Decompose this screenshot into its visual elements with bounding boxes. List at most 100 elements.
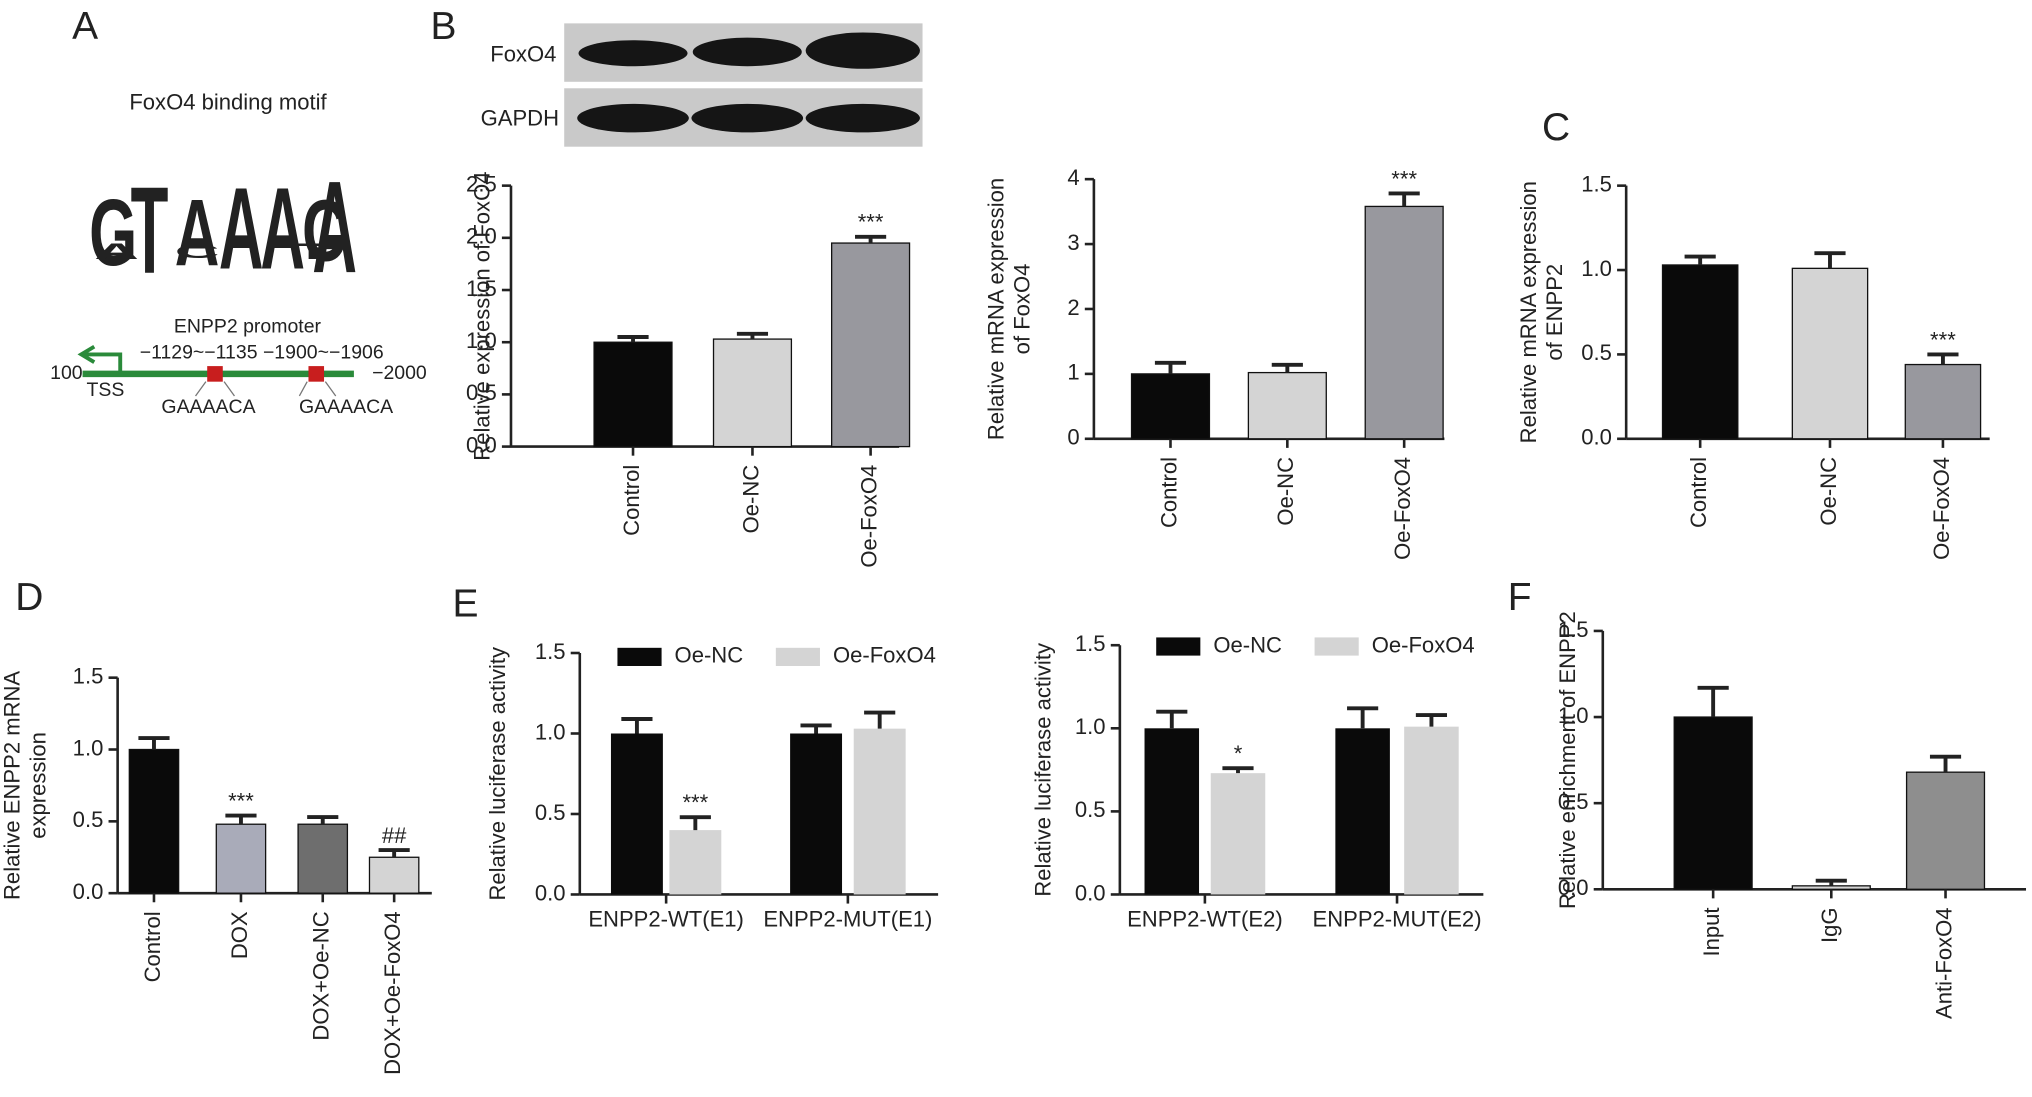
x-tick-label: Control bbox=[1686, 457, 1711, 528]
legend-label: Oe-NC bbox=[1213, 632, 1282, 657]
panel-label: F bbox=[1508, 576, 1532, 619]
band bbox=[805, 103, 920, 133]
x-tick-label: Oe-NC bbox=[738, 465, 763, 534]
x-tick-label: Control bbox=[140, 911, 165, 982]
error-bar bbox=[1388, 191, 1420, 207]
panel-label: C bbox=[1542, 106, 1570, 149]
y-tick-label: 0.0 bbox=[1558, 875, 1589, 900]
y-axis-label: Relative ENPP2 mRNA bbox=[0, 671, 25, 900]
y-tick-label: 1.5 bbox=[1558, 617, 1589, 642]
error-bar bbox=[800, 723, 832, 734]
error-bar bbox=[378, 848, 410, 858]
y-axis-label: expression bbox=[26, 732, 51, 839]
y-tick-label: 0.0 bbox=[73, 879, 104, 904]
y-tick-label: 0.5 bbox=[73, 807, 104, 832]
error-bar bbox=[1814, 251, 1846, 269]
bar bbox=[1904, 363, 1982, 440]
error-bar bbox=[1415, 713, 1448, 727]
promoter-end: −2000 bbox=[372, 362, 427, 384]
site bbox=[207, 366, 223, 382]
legend-label: Oe-FoxO4 bbox=[833, 643, 936, 668]
tss-label: TSS bbox=[86, 379, 124, 401]
y-tick-label: 1.5 bbox=[1581, 171, 1612, 196]
logo-letter: T bbox=[297, 240, 328, 264]
error-bar bbox=[1697, 685, 1729, 718]
y-axis-label: Relative luciferase activity bbox=[485, 647, 510, 901]
bar bbox=[297, 823, 349, 894]
y-tick-label: 2 bbox=[1067, 295, 1079, 320]
bar bbox=[1905, 771, 1986, 890]
y-tick-label: 0.5 bbox=[466, 380, 497, 405]
site-label: GAAAACA bbox=[161, 396, 255, 418]
logo-letter: A bbox=[260, 163, 305, 293]
x-tick-label: Oe-FoxO4 bbox=[1390, 457, 1415, 560]
x-tick-label: Oe-NC bbox=[1816, 457, 1841, 526]
error-bar bbox=[1271, 362, 1303, 373]
y-axis-label: of FoxO4 bbox=[1010, 264, 1035, 355]
panel-label: D bbox=[15, 576, 43, 619]
y-tick-label: 1.0 bbox=[535, 719, 566, 744]
x-tick-label: Oe-FoxO4 bbox=[1929, 457, 1954, 560]
y-axis-label: Relative mRNA expression bbox=[984, 178, 1009, 440]
error-bar bbox=[1929, 754, 1962, 773]
logo-letter: A bbox=[312, 153, 357, 300]
bar bbox=[593, 341, 673, 448]
promoter-title: ENPP2 promoter bbox=[174, 315, 322, 337]
y-tick-label: 0.0 bbox=[535, 880, 566, 905]
x-tick-label: IgG bbox=[1817, 907, 1842, 943]
x-tick-label: Oe-FoxO4 bbox=[856, 465, 881, 568]
y-tick-label: 1 bbox=[1067, 360, 1079, 385]
logo-letter: A bbox=[94, 239, 139, 263]
significance: ## bbox=[382, 823, 407, 848]
y-tick-label: 1.0 bbox=[1581, 256, 1612, 281]
x-tick-label: DOX+Oe-FoxO4 bbox=[380, 911, 405, 1075]
panel-label: E bbox=[453, 583, 479, 626]
band bbox=[691, 103, 804, 133]
logo-letter: A bbox=[175, 180, 220, 285]
x-tick-label: Control bbox=[1156, 457, 1181, 528]
band bbox=[578, 40, 688, 67]
bar bbox=[368, 856, 420, 894]
bar bbox=[790, 733, 843, 895]
promoter-start: 100 bbox=[50, 362, 83, 384]
error-bar bbox=[1154, 360, 1187, 374]
band bbox=[805, 32, 920, 69]
error-bar bbox=[1684, 254, 1716, 265]
motif-title: FoxO4 binding motif bbox=[129, 90, 327, 115]
site-pointer bbox=[194, 381, 337, 397]
error-bar bbox=[617, 335, 649, 343]
legend-swatch bbox=[1156, 637, 1201, 656]
bar bbox=[831, 242, 911, 448]
legend-label: Oe-NC bbox=[675, 643, 744, 668]
x-tick-label: DOX bbox=[227, 911, 252, 959]
y-tick-label: 3 bbox=[1067, 230, 1079, 255]
logo-letter: C bbox=[175, 242, 220, 262]
y-tick-label: 1.5 bbox=[1075, 631, 1106, 656]
y-tick-label: 1.0 bbox=[73, 735, 104, 760]
bar bbox=[1130, 373, 1211, 440]
x-tick-label: Control bbox=[619, 465, 644, 536]
legend-swatch bbox=[1314, 637, 1359, 656]
blot-label: FoxO4 bbox=[490, 42, 556, 67]
error-bar bbox=[679, 815, 711, 831]
error-bar bbox=[864, 710, 896, 729]
error-bar bbox=[1156, 709, 1188, 729]
y-tick-label: 1.0 bbox=[1558, 703, 1589, 728]
y-axis-label: Relative enrichment of ENPP2 bbox=[1555, 611, 1580, 909]
error-bar bbox=[1927, 352, 1959, 365]
significance: *** bbox=[682, 790, 708, 815]
legend-swatch bbox=[617, 647, 662, 666]
y-tick-label: 1.5 bbox=[535, 639, 566, 664]
significance: *** bbox=[228, 788, 254, 813]
legend-label: Oe-FoxO4 bbox=[1372, 632, 1475, 657]
bar bbox=[1364, 205, 1444, 440]
y-tick-label: 0.5 bbox=[535, 800, 566, 825]
y-tick-label: 0.5 bbox=[1581, 340, 1612, 365]
significance: * bbox=[1234, 741, 1243, 766]
error-bar bbox=[736, 331, 769, 340]
y-tick-label: 1.5 bbox=[73, 664, 104, 689]
site-label: GAAAACA bbox=[299, 396, 393, 418]
significance: *** bbox=[1930, 327, 1956, 352]
y-tick-label: 0.0 bbox=[466, 432, 497, 457]
y-tick-label: 1.5 bbox=[466, 276, 497, 301]
